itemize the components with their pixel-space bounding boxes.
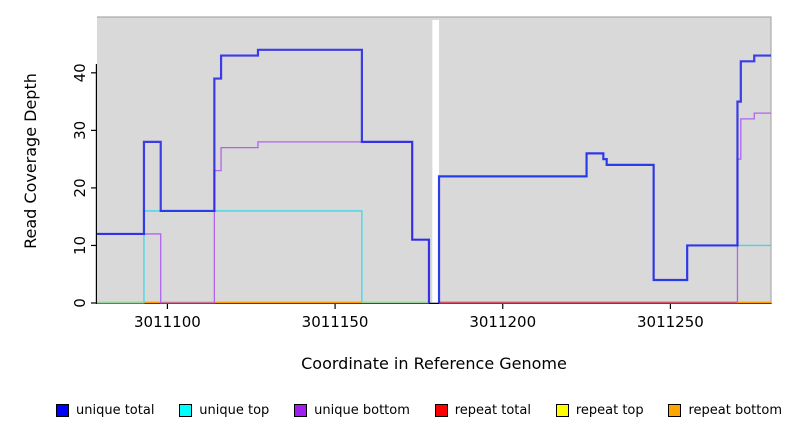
no-data-gap-band [432, 20, 440, 303]
panel-border [97, 16, 772, 303]
y-tick-label: 10 [71, 236, 89, 255]
series-unique-bottom [439, 112, 771, 304]
legend-swatch-repeat-bottom [668, 403, 682, 417]
legend-label: unique bottom [314, 402, 410, 418]
legend-label: repeat bottom [688, 402, 782, 418]
legend-label: repeat top [575, 402, 644, 418]
legend-item-unique-top: unique top [179, 403, 269, 418]
legend: unique total unique top unique bottom repea… [56, 399, 782, 421]
y-tick-label: 40 [71, 63, 89, 82]
y-tick-label: 30 [71, 121, 89, 140]
y-tick-label: 20 [71, 178, 89, 197]
legend-swatch-unique-top [179, 403, 193, 417]
legend-item-repeat-top: repeat top [555, 402, 644, 418]
series-unique-total [437, 54, 771, 303]
legend-swatch-unique-bottom [294, 403, 308, 417]
legend-swatch-unique-total [56, 403, 69, 417]
legend-item-repeat-total: repeat total [434, 402, 531, 418]
x-tick-label: 3011150 [302, 313, 369, 331]
y-tick-label: 0 [71, 298, 89, 308]
legend-item-repeat-bottom: repeat bottom [668, 403, 782, 418]
legend-label: unique top [199, 402, 270, 418]
x-axis-title: Coordinate in Reference Genome [301, 354, 567, 373]
legend-label: repeat total [454, 402, 531, 418]
legend-label: unique total [76, 402, 155, 418]
legend-swatch-repeat-top [555, 403, 569, 417]
legend-swatch-repeat-total [434, 403, 448, 417]
x-tick-label: 3011250 [637, 313, 704, 331]
x-tick-label: 3011200 [469, 313, 536, 331]
x-tick-label: 3011100 [134, 313, 201, 331]
series-unique-total [97, 48, 431, 303]
y-axis-title: Read Coverage Depth [21, 73, 40, 249]
legend-item-unique-total: unique total [56, 403, 154, 418]
legend-item-unique-bottom: unique bottom [294, 403, 410, 418]
